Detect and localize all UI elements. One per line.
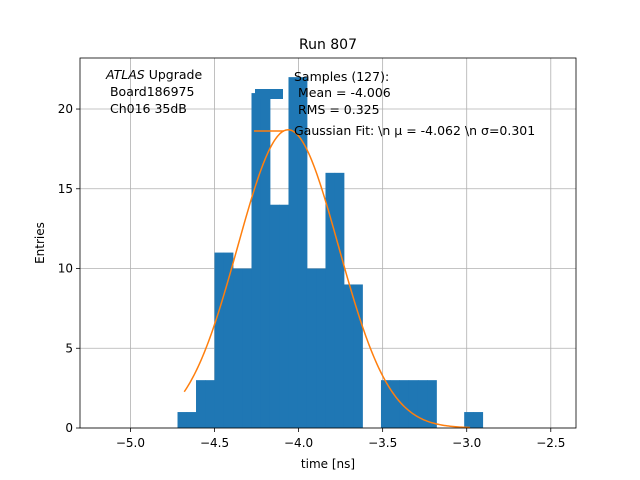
gaussian-fit-curve <box>183 129 471 429</box>
y-tick-label: 10 <box>58 262 73 276</box>
histogram-bars <box>177 77 484 428</box>
histogram-bar <box>223 252 234 428</box>
chart-title: Run 807 <box>299 37 357 53</box>
legend <box>254 89 284 132</box>
legend-bar-swatch <box>255 89 283 99</box>
histogram-bar <box>288 77 299 428</box>
histogram-bar <box>417 380 428 428</box>
x-axis-label: time [ns] <box>301 457 355 471</box>
x-tick-label: −3.5 <box>368 436 397 450</box>
histogram-bar <box>464 412 474 428</box>
histogram-bar <box>380 380 391 428</box>
y-tick-label: 15 <box>58 182 73 196</box>
histogram-bar <box>390 380 400 428</box>
histogram-bar <box>325 172 336 428</box>
board-label: Board186975 <box>106 84 194 99</box>
plot-frame <box>79 57 577 429</box>
histogram-bar <box>399 380 410 428</box>
y-tick-label: 0 <box>65 421 73 435</box>
atlas-italic-text: ATLAS <box>105 67 145 82</box>
histogram-bar <box>343 284 354 428</box>
histogram-bar <box>408 380 419 428</box>
rms-label: RMS = 0.325 <box>294 102 380 117</box>
histogram-bar <box>233 268 243 428</box>
y-axis-label: Entries <box>33 222 47 264</box>
histogram-bar <box>316 268 326 428</box>
histogram-bar <box>279 204 289 428</box>
channel-label: Ch016 35dB <box>106 101 187 116</box>
x-tick-label: −5.0 <box>116 436 145 450</box>
histogram-bar <box>353 284 363 428</box>
histogram-bar <box>242 268 252 428</box>
y-tick-label: 20 <box>58 102 73 116</box>
gaussian-fit-label: Gaussian Fit: \n μ = -4.062 \n σ=0.301 <box>294 123 535 138</box>
samples-label: Samples (127): <box>294 69 389 84</box>
x-tick-label: −2.5 <box>536 436 565 450</box>
y-tick-label: 5 <box>65 341 73 355</box>
x-tick-label: −4.5 <box>200 436 229 450</box>
histogram-bar <box>196 380 206 428</box>
histogram-bar <box>260 93 271 428</box>
histogram-bar <box>205 380 215 428</box>
histogram-bar <box>177 412 188 428</box>
histogram-bar <box>334 172 345 428</box>
histogram-bar <box>186 412 197 428</box>
histogram-bar <box>427 380 437 428</box>
atlas-upgrade-text: Upgrade <box>145 67 203 82</box>
mean-label: Mean = -4.006 <box>294 85 391 100</box>
atlas-label: ATLAS Upgrade <box>105 67 202 82</box>
axis-ticks: −5.0 −4.5 −4.0 −3.5 −3.0 −2.5 0 5 10 15 20 <box>58 102 566 450</box>
x-tick-label: −3.0 <box>452 436 481 450</box>
histogram-bar <box>214 252 225 428</box>
histogram-bar <box>306 268 317 428</box>
x-tick-label: −4.0 <box>284 436 313 450</box>
histogram-bar <box>473 412 484 428</box>
histogram-bar <box>269 204 280 428</box>
histogram-bar <box>297 77 308 428</box>
histogram-bar <box>251 93 262 428</box>
